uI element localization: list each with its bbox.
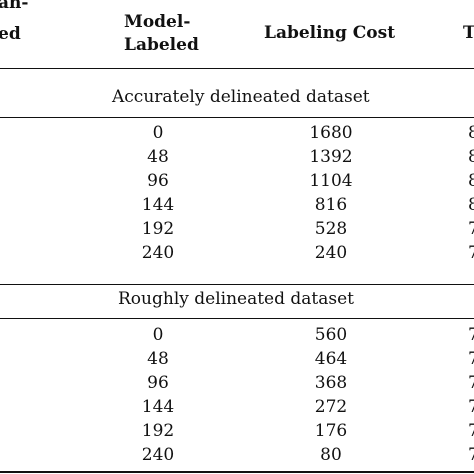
truncated-column-cell: 7 — [468, 445, 474, 465]
bottom-rule — [0, 471, 474, 473]
truncated-column-cell: 8 — [468, 195, 474, 215]
truncated-column-cell: 8 — [468, 171, 474, 191]
truncated-column-cell: 7 — [468, 421, 474, 441]
labeling-cost-cell: 464 — [314, 349, 348, 369]
model-labeled-cell: 240 — [141, 243, 175, 263]
truncated-column-cell: 7 — [468, 219, 474, 239]
truncated-column-header: T — [463, 23, 474, 43]
model-labeled-cell: 0 — [152, 325, 164, 345]
truncated-column-cell: 8 — [468, 123, 474, 143]
model-labeled-cell: 96 — [147, 171, 169, 191]
labeling-cost-cell: 240 — [314, 243, 348, 263]
model-labeled-header-line1: Model- — [124, 12, 191, 32]
section-divider-rule — [0, 284, 474, 285]
truncated-column-cell: 7 — [468, 325, 474, 345]
header-rule — [0, 68, 474, 69]
labeling-cost-cell: 80 — [320, 445, 342, 465]
model-labeled-cell: 144 — [141, 397, 175, 417]
truncated-column-cell: 8 — [468, 147, 474, 167]
model-labeled-cell: 48 — [147, 349, 169, 369]
model-labeled-cell: 192 — [141, 219, 175, 239]
truncated-column-cell: 7 — [468, 349, 474, 369]
model-labeled-cell: 144 — [141, 195, 175, 215]
labeling-cost-header: Labeling Cost — [264, 23, 396, 43]
section-title-rough: Roughly delineated dataset — [118, 289, 354, 309]
model-labeled-cell: 192 — [141, 421, 175, 441]
model-labeled-cell: 48 — [147, 147, 169, 167]
labeling-cost-cell: 1680 — [309, 123, 353, 143]
labeling-cost-cell: 1392 — [309, 147, 353, 167]
labeling-cost-cell: 560 — [314, 325, 348, 345]
model-labeled-cell: 240 — [141, 445, 175, 465]
human-labeled-header-line2: ed — [0, 24, 21, 44]
labeling-cost-cell: 176 — [314, 421, 348, 441]
truncated-column-cell: 7 — [468, 243, 474, 263]
labeling-cost-cell: 368 — [314, 373, 348, 393]
model-labeled-cell: 0 — [152, 123, 164, 143]
truncated-column-cell: 7 — [468, 397, 474, 417]
section-title-accurate: Accurately delineated dataset — [112, 87, 370, 107]
section2-rule — [0, 318, 474, 319]
section1-rule — [0, 117, 474, 118]
model-labeled-header-line2: Labeled — [124, 35, 199, 55]
truncated-column-cell: 7 — [468, 373, 474, 393]
labeling-cost-cell: 528 — [314, 219, 348, 239]
labeling-cost-cell: 272 — [314, 397, 348, 417]
labeling-cost-cell: 816 — [314, 195, 348, 215]
human-labeled-header-line1: an- — [0, 0, 29, 13]
model-labeled-cell: 96 — [147, 373, 169, 393]
labeling-cost-cell: 1104 — [309, 171, 353, 191]
